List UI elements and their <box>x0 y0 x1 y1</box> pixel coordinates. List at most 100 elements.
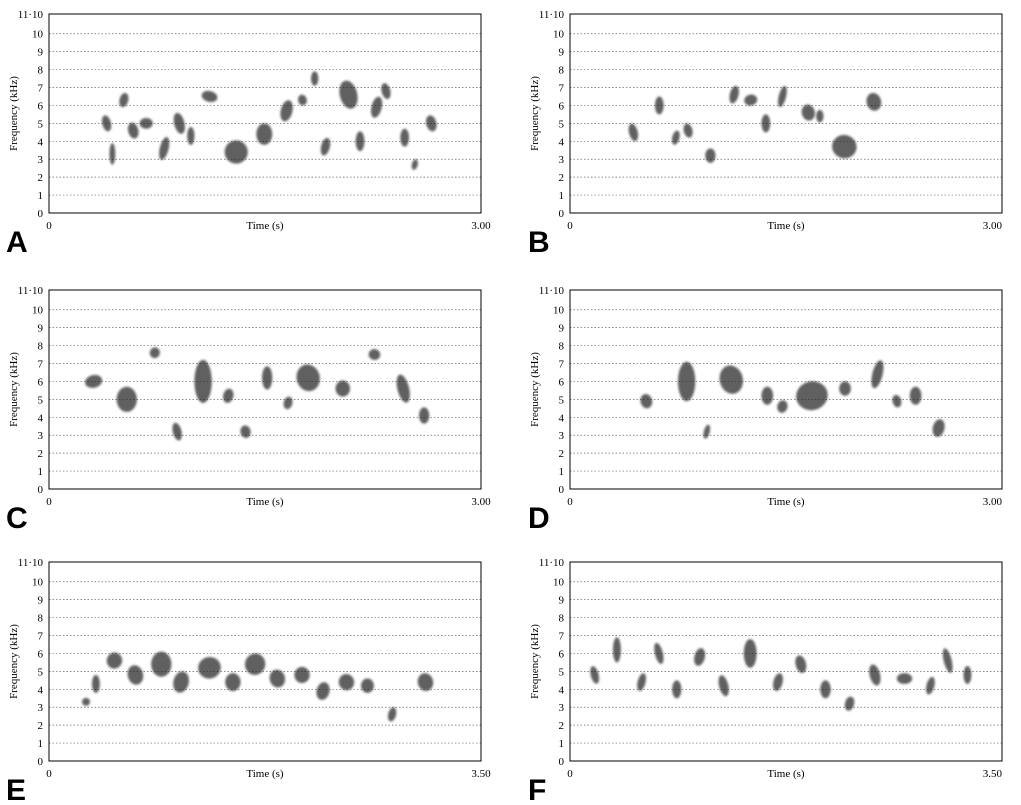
panel-a-syllable-1 <box>109 143 116 165</box>
panel-a-y-tick-8: 8 <box>38 65 44 77</box>
panel-d-letter: D <box>528 502 550 535</box>
panel-a-syllable-16 <box>355 131 365 152</box>
panel-e-syllable-2 <box>106 652 123 669</box>
panel-a-syllable-6 <box>173 112 185 134</box>
panel-f-y-tick-1: 1 <box>559 738 565 750</box>
panel-f-syllable-6 <box>718 675 729 697</box>
panel-e-y-tick-6: 6 <box>38 648 44 660</box>
panel-a-syllable-3 <box>127 122 139 139</box>
panel-c-syllable-10 <box>335 380 351 397</box>
panel-f-syllable-2 <box>637 673 647 691</box>
panel-c-syllable-2 <box>149 347 160 359</box>
panel-a-y-tick-4: 4 <box>38 136 44 148</box>
panel-b-y-axis-label: Frequency (kHz) <box>529 76 541 151</box>
panel-a-syllable-19 <box>400 128 410 147</box>
panel-e-y-tick-9: 9 <box>38 595 44 607</box>
panel-c-y-tick-7: 7 <box>38 359 44 371</box>
panel-d-y-tick-1: 1 <box>559 466 565 478</box>
panel-e: 0 1 2 3 4 5 6 7 8 9 10 11·10 0 3.50 Time (s) Freque… <box>6 557 491 805</box>
panel-b-y-tick-1: 1 <box>559 190 565 202</box>
panel-c-syllable-4 <box>194 359 212 403</box>
panel-a-y-tick-1: 1 <box>38 190 44 202</box>
panel-c-frame <box>48 289 482 490</box>
panel-b-y-tick-0: 0 <box>559 208 565 220</box>
panel-d-syllable-3 <box>719 365 744 394</box>
panel-b-syllables <box>628 85 882 163</box>
panel-f-syllable-15 <box>942 648 953 673</box>
panel-c-x-axis-label: Time (s) <box>246 496 284 508</box>
panel-e-syllable-8 <box>244 653 266 675</box>
panel-f-syllable-0 <box>590 666 600 684</box>
panel-f-x-axis-label: Time (s) <box>767 768 805 780</box>
panel-c-y-tick-5: 5 <box>38 394 44 406</box>
panel-f-syllable-3 <box>654 642 664 664</box>
panel-a-syllable-8 <box>201 90 218 103</box>
panel-e-syllable-4 <box>151 651 172 677</box>
panel-d-syllable-0 <box>640 394 653 409</box>
panel-f-y-tick-4: 4 <box>559 684 565 696</box>
panel-d-x-tick-start: 0 <box>567 496 573 508</box>
panel-a-syllable-2 <box>119 93 129 108</box>
panel-c-y-tick-2: 2 <box>38 448 44 460</box>
panel-f-syllable-11 <box>844 696 855 711</box>
panel-e-syllable-3 <box>127 665 144 685</box>
panel-f-x-tick-end: 3.50 <box>983 768 1003 780</box>
panel-f-letter: F <box>528 774 546 805</box>
panel-b-y-tick-labels: 0 1 2 3 4 5 6 7 8 9 10 11·10 <box>539 9 565 220</box>
panel-d-x-tick-end: 3.00 <box>983 496 1003 508</box>
panel-c-y-tick-11: 11·10 <box>18 285 44 297</box>
panel-c-syllable-3 <box>172 422 182 441</box>
panel-f-y-tick-11: 11·10 <box>539 557 565 569</box>
panel-d: 0 1 2 3 4 5 6 7 8 9 10 11·10 0 3.00 Time (s) Freque… <box>528 285 1003 535</box>
panel-f-syllable-7 <box>743 639 757 668</box>
panel-e-y-tick-labels: 0 1 2 3 4 5 6 7 8 9 10 11·10 <box>18 557 44 768</box>
panel-a-syllable-7 <box>187 126 195 145</box>
panel-a-syllable-13 <box>311 71 319 86</box>
panel-c-syllable-11 <box>368 349 381 360</box>
panel-b-y-tick-11: 11·10 <box>539 9 565 21</box>
panel-e-syllable-9 <box>269 669 286 688</box>
panel-a-y-tick-7: 7 <box>38 83 44 95</box>
panel-d-y-tick-5: 5 <box>559 394 565 406</box>
panel-b-y-tick-5: 5 <box>559 118 565 130</box>
panel-b-x-tick-end: 3.00 <box>983 220 1003 232</box>
panel-d-syllable-7 <box>839 381 851 396</box>
panel-d-x-axis-label: Time (s) <box>767 496 805 508</box>
panel-d-syllable-6 <box>796 381 828 411</box>
panel-c-syllable-13 <box>419 407 430 424</box>
panel-e-x-tick-start: 0 <box>46 768 52 780</box>
panel-b-syllable-11 <box>832 134 857 159</box>
panel-b-syllable-12 <box>866 92 882 111</box>
panel-d-y-tick-7: 7 <box>559 359 565 371</box>
panel-e-syllable-7 <box>225 673 241 692</box>
panel-e-y-axis-label: Frequency (kHz) <box>8 624 20 699</box>
panel-b-syllable-4 <box>705 148 716 163</box>
panel-f-syllable-10 <box>820 680 831 699</box>
panel-e-y-tick-11: 11·10 <box>18 557 44 569</box>
panel-c-syllable-8 <box>283 396 293 410</box>
panel-d-syllables <box>640 360 945 439</box>
panel-d-syllable-10 <box>909 386 922 405</box>
panel-f-y-tick-5: 5 <box>559 666 565 678</box>
panel-e-y-tick-8: 8 <box>38 613 44 625</box>
panel-b-x-tick-start: 0 <box>567 220 573 232</box>
panel-d-y-tick-labels: 0 1 2 3 4 5 6 7 8 9 10 11·10 <box>539 285 565 496</box>
panel-b-syllable-2 <box>671 130 680 145</box>
panel-e-y-tick-1: 1 <box>38 738 44 750</box>
panel-e-y-tick-4: 4 <box>38 684 44 696</box>
panel-f-syllable-14 <box>925 676 935 695</box>
panel-a-x-axis-label: Time (s) <box>246 220 284 232</box>
panel-f-syllable-9 <box>795 655 807 673</box>
panel-c-syllable-0 <box>85 374 103 388</box>
panel-b-y-tick-9: 9 <box>559 47 565 59</box>
panel-e-y-tick-5: 5 <box>38 666 44 678</box>
panel-e-x-axis-label: Time (s) <box>246 768 284 780</box>
panel-c-letter: C <box>6 502 28 535</box>
panel-c-x-tick-start: 0 <box>46 496 52 508</box>
panel-f-y-tick-2: 2 <box>559 720 565 732</box>
panel-a-syllable-17 <box>371 96 383 118</box>
panel-a: 0 1 2 3 4 5 6 7 8 9 10 11·10 0 3.00 Time (s) Freque… <box>6 9 491 259</box>
panel-c-gridlines <box>49 309 481 472</box>
panel-a-y-tick-2: 2 <box>38 172 44 184</box>
panel-f-y-tick-7: 7 <box>559 631 565 643</box>
